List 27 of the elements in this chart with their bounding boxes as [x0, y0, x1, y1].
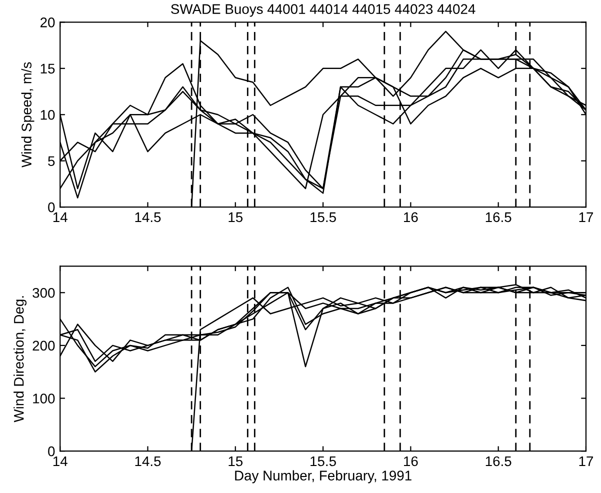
- y-tick-label: 15: [40, 64, 55, 74]
- x-tick-label: 16.5: [486, 212, 512, 222]
- x-tick-label: 14.5: [135, 456, 161, 466]
- x-axis-title: Day Number, February, 1991: [235, 470, 412, 484]
- x-tick-label: 17: [579, 212, 594, 222]
- x-tick-label: 15: [228, 212, 243, 222]
- x-tick-label: 16.5: [486, 456, 512, 466]
- x-tick-label: 14: [53, 212, 68, 222]
- y-tick-label: 20: [40, 18, 55, 28]
- y-tick-label: 300: [32, 288, 55, 298]
- x-tick-label: 17: [579, 456, 594, 466]
- chart-title: SWADE Buoys 44001 44014 44015 44023 44024: [171, 4, 476, 17]
- y-tick-label: 0: [48, 446, 55, 456]
- y-axis-title: Wind Direction, Deg.: [14, 296, 27, 422]
- x-tick-label: 14: [53, 456, 68, 466]
- y-tick-label: 10: [40, 110, 55, 120]
- y-tick-label: 200: [32, 340, 55, 351]
- x-tick-label: 15.5: [310, 212, 336, 222]
- y-tick-label: 0: [48, 202, 55, 212]
- y-tick-label: 5: [48, 156, 55, 166]
- x-tick-label: 14.5: [135, 212, 161, 222]
- x-tick-label: 15.5: [310, 456, 336, 466]
- x-tick-label: 16: [404, 212, 418, 222]
- x-tick-label: 15: [228, 456, 243, 466]
- y-axis-title: Wind Speed, m/s: [21, 62, 34, 168]
- x-tick-label: 16: [404, 456, 418, 466]
- y-tick-label: 100: [33, 394, 55, 404]
